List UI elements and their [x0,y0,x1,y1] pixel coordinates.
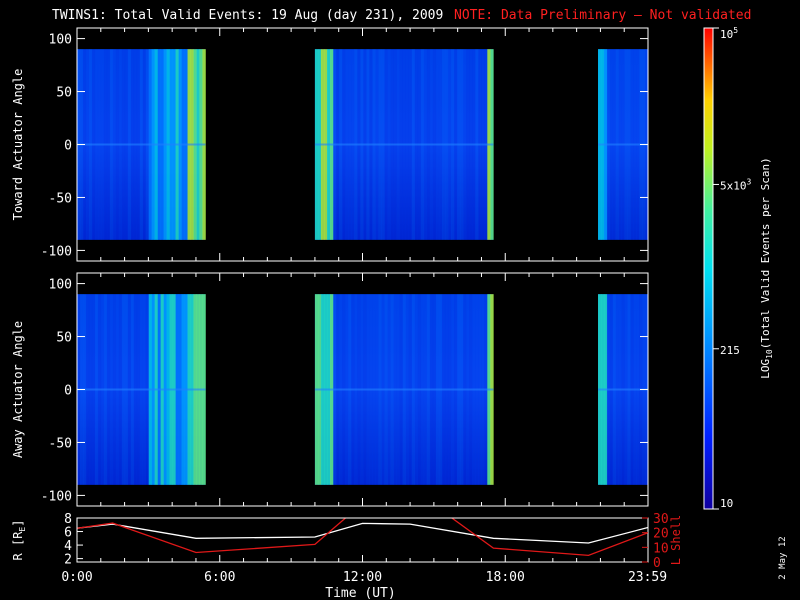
heat-center-band [598,143,648,146]
x-tick-label: 0:00 [61,570,92,585]
preliminary-note: NOTE: Data Preliminary — Not validated [454,8,752,23]
data-block [77,294,206,485]
y-tick-label: -50 [49,436,72,451]
heat-center-band [314,143,494,146]
data-block [598,49,649,240]
colorbar-frame [703,27,714,510]
y-tick-label: 4 [64,539,72,554]
y-tick-label: 100 [49,33,72,48]
y-tick-label-right: 20 [653,527,669,542]
y-tick-label: 6 [64,526,72,541]
colorbar-label: LOG10(Total Valid Events per Scan) [759,157,774,379]
heat-center-band [77,388,206,391]
y-tick-label: -100 [41,489,72,504]
data-block [314,294,494,485]
x-tick-label: 23:59 [628,570,667,585]
date-stamp: 2 May 12 [778,536,788,579]
y-tick-label: 0 [64,139,72,154]
y-tick-label: 50 [56,86,72,101]
colorbar-tick-label: 215 [720,344,740,357]
y-tick-label-right: 30 [653,512,669,527]
y-tick-label: -50 [49,191,72,206]
x-axis-label: Time (UT) [325,586,395,600]
y-tick-label: 8 [64,512,72,527]
y-axis-label-left: R [RE] [11,520,27,561]
y-tick-label: 100 [49,278,72,293]
chart-title: TWINS1: Total Valid Events: 19 Aug (day … [52,8,444,23]
x-tick-label: 18:00 [486,570,525,585]
y-tick-label: -100 [41,244,72,259]
heat-center-band [598,388,648,391]
toward-actuator-panel: 100 50 0 -50 -100 Toward Actuator Angle [11,27,649,262]
data-block [314,49,494,240]
colorbar-tick-label: 5x103 [720,177,752,192]
colorbar: 105 5x103 215 10 LOG10(Total Valid Events p… [703,26,774,510]
y-axis-label: Toward Actuator Angle [11,69,25,221]
y-tick-label-right: 10 [653,541,669,556]
y-tick-label-right: 0 [653,556,661,571]
x-tick-label: 6:00 [204,570,235,585]
colorbar-tick-label: 10 [720,497,733,510]
heat-center-band [314,388,494,391]
y-tick-label: 2 [64,553,72,568]
y-tick-label: 50 [56,331,72,346]
y-axis-label-right: L Shell [669,515,683,566]
y-tick-label: 0 [64,384,72,399]
lshell-series-line [77,518,648,557]
data-block [77,49,206,240]
radius-series-line [77,522,648,544]
away-actuator-panel: 100 50 0 -50 -100 Away Actuator Angle [11,272,649,507]
y-axis-label: Away Actuator Angle [11,321,25,458]
colorbar-tick-label: 105 [720,26,738,41]
x-tick-label: 12:00 [343,570,382,585]
colorbar-gradient [704,28,713,509]
heat-center-band [77,143,206,146]
